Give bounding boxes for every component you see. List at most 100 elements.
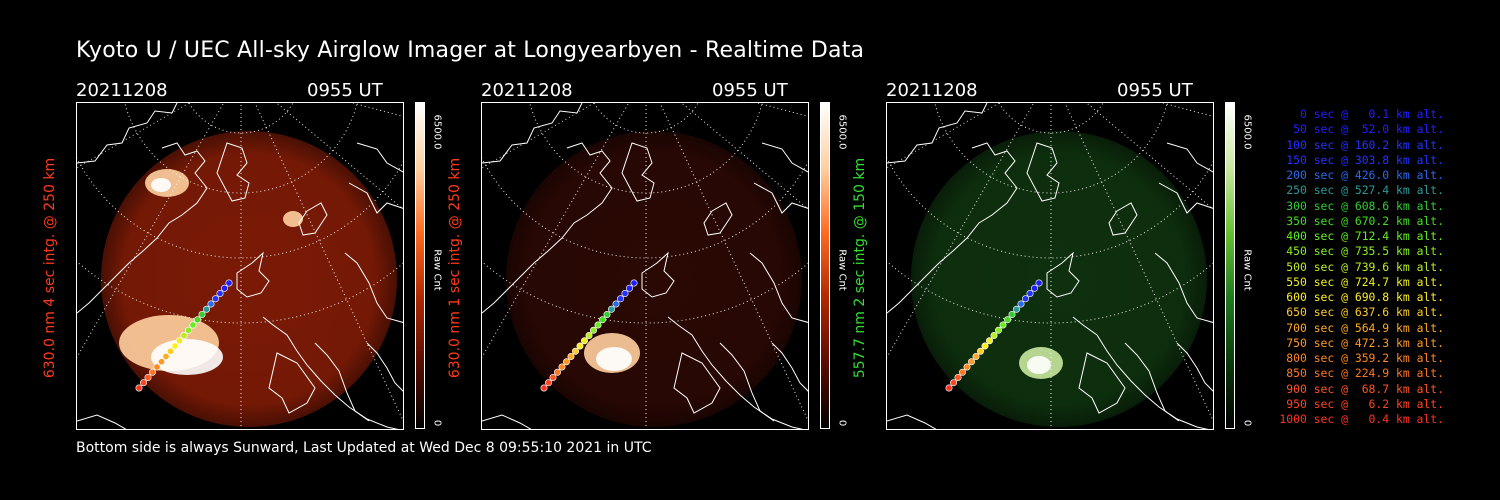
- coastline: [482, 414, 532, 429]
- coastline: [236, 251, 270, 298]
- allsky-image: [481, 102, 809, 430]
- trajectory-point: [594, 321, 602, 329]
- colorbar-min-label: 0: [431, 419, 443, 427]
- trajectory-point: [1026, 290, 1034, 298]
- legend-entry: 250 sec @ 527.4 km alt.: [1286, 183, 1444, 198]
- sky-image-disk: [911, 131, 1207, 427]
- legend-entry: 100 sec @ 160.2 km alt.: [1286, 137, 1444, 152]
- legend-entry: 300 sec @ 608.6 km alt.: [1286, 198, 1444, 213]
- coastline: [344, 252, 403, 323]
- trajectory-point: [207, 300, 215, 308]
- trajectory-point: [626, 284, 634, 292]
- coastline: [77, 103, 178, 164]
- coastline: [1166, 142, 1213, 173]
- panel-date: 20211208: [886, 80, 978, 101]
- coastline: [887, 103, 988, 164]
- trajectory-point: [581, 337, 589, 345]
- trajectory-point: [972, 353, 980, 361]
- trajectory-point: [585, 332, 593, 340]
- trajectory-point: [225, 279, 233, 287]
- allsky-map-svg: [482, 103, 808, 429]
- trajectory-point: [135, 384, 143, 392]
- colorbar-title: Raw Cnt: [431, 249, 443, 291]
- trajectory-point: [608, 305, 616, 313]
- legend-entry: 400 sec @ 712.4 km alt.: [1286, 229, 1444, 243]
- trajectory-point: [149, 368, 157, 376]
- trajectory-point: [1017, 300, 1025, 308]
- latitude-grid-line: [887, 260, 1213, 324]
- airglow-panel-557nm-2sec: 20211208 0955 UT 557.7 nm 2 sec intg. @ …: [852, 80, 1253, 430]
- coastline: [314, 342, 370, 422]
- legend-entry: 700 sec @ 564.9 km alt.: [1286, 320, 1444, 335]
- trajectory-point: [612, 300, 620, 308]
- trajectory-point: [990, 332, 998, 340]
- colorbar-min-label: 0: [836, 419, 848, 427]
- panel-time: 0955 UT: [307, 80, 383, 101]
- trajectory-point: [963, 363, 971, 371]
- trajectory-point: [171, 342, 179, 350]
- trajectory-point: [1004, 316, 1012, 324]
- trajectory-point: [162, 353, 170, 361]
- legend-entry: 200 sec @ 426.0 km alt.: [1286, 168, 1444, 182]
- coastline: [753, 182, 808, 214]
- coastline: [1108, 202, 1138, 236]
- panel-date: 20211208: [481, 80, 573, 101]
- colorbar-max-label: 6500.0: [836, 114, 848, 150]
- trajectory-point: [563, 358, 571, 366]
- coastline: [77, 142, 208, 314]
- legend-entry: 450 sec @ 735.5 km alt.: [1286, 244, 1444, 259]
- trajectory-point: [180, 332, 188, 340]
- page-title: Kyoto U / UEC All-sky Airglow Imager at …: [76, 38, 865, 63]
- allsky-map-svg: [887, 103, 1213, 429]
- trajectory-point: [1031, 284, 1039, 292]
- trajectory-point: [617, 295, 625, 303]
- colorbar-max-label: 6500.0: [1241, 114, 1253, 150]
- coastline: [1124, 342, 1180, 422]
- coastline: [482, 103, 583, 164]
- coastline: [641, 251, 675, 298]
- allsky-map-svg: [77, 103, 403, 429]
- trajectory-point: [999, 321, 1007, 329]
- trajectory-point: [981, 342, 989, 350]
- trajectory-point: [968, 358, 976, 366]
- trajectory-point: [549, 373, 557, 381]
- trajectory-point: [139, 379, 147, 387]
- trajectory-point: [1013, 305, 1021, 313]
- coastline: [887, 142, 1018, 314]
- trajectory-point: [603, 311, 611, 319]
- aurora-patch: [151, 178, 171, 192]
- coastline: [667, 316, 804, 429]
- colorbar-min-label: 0: [1241, 419, 1253, 427]
- trajectory-point: [144, 373, 152, 381]
- coastline: [761, 142, 808, 173]
- coastline: [1078, 352, 1126, 414]
- coastline: [1046, 251, 1080, 298]
- coastline: [771, 342, 808, 392]
- coastline: [298, 202, 328, 236]
- legend-entry: 850 sec @ 224.9 km alt.: [1286, 366, 1444, 381]
- coastline: [719, 342, 775, 422]
- coastline: [887, 414, 937, 429]
- coastline: [268, 352, 316, 414]
- coastline: [356, 142, 403, 173]
- aurora-patch: [151, 339, 223, 375]
- trajectory-point: [954, 373, 962, 381]
- aurora-patch: [596, 347, 632, 371]
- colorbar: [1225, 102, 1235, 429]
- legend-entry: 550 sec @ 724.7 km alt.: [1286, 274, 1444, 289]
- aurora-patch: [1027, 356, 1051, 374]
- legend-entry: 650 sec @ 637.6 km alt.: [1286, 305, 1444, 320]
- legend-entry: 350 sec @ 670.2 km alt.: [1286, 213, 1444, 228]
- trajectory-point: [540, 384, 548, 392]
- allsky-image: [886, 102, 1214, 430]
- coastline: [1158, 182, 1213, 214]
- trajectory-point: [567, 353, 575, 361]
- trajectory-point: [554, 368, 562, 376]
- panel-time: 0955 UT: [1117, 80, 1193, 101]
- trajectory-point: [1035, 279, 1043, 287]
- footer-status: Bottom side is always Sunward, Last Upda…: [76, 440, 652, 456]
- coastline: [262, 316, 399, 429]
- colorbar: [415, 102, 425, 429]
- legend-entry: 750 sec @ 472.3 km alt.: [1286, 335, 1444, 350]
- legend-entry: 50 sec @ 52.0 km alt.: [1293, 122, 1444, 137]
